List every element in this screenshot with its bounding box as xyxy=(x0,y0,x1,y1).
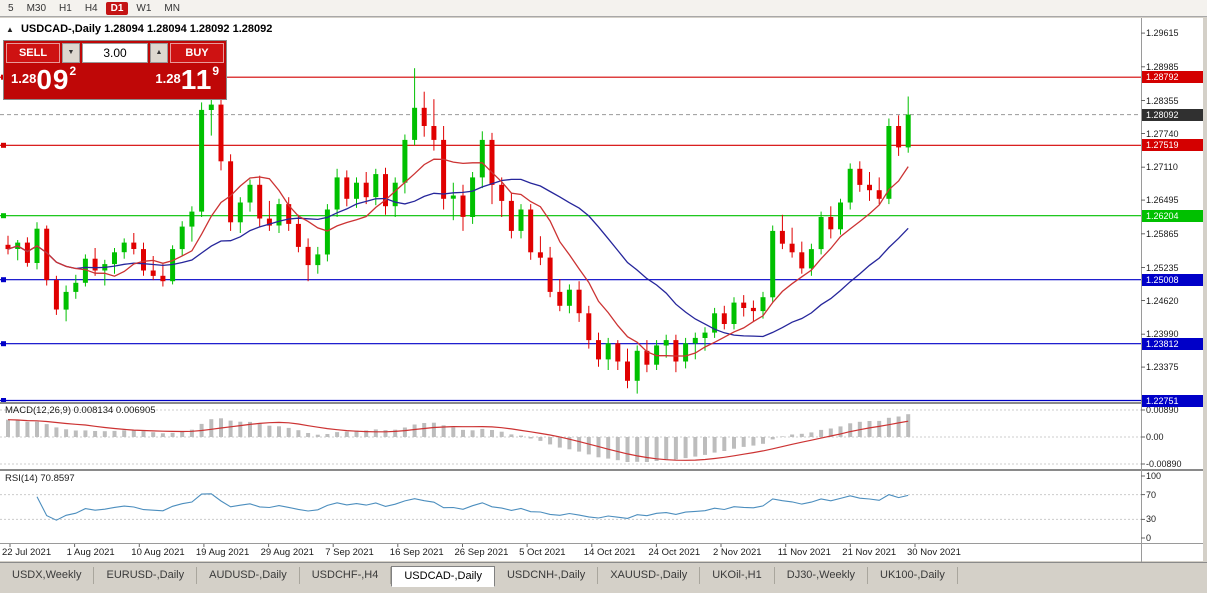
chart-tab-bar: USDX,Weekly EURUSD-,Daily AUDUSD-,Daily USD… xyxy=(0,562,1207,593)
timeframe-mn[interactable]: MN xyxy=(164,2,180,14)
timeframe-h1[interactable]: H1 xyxy=(59,2,72,14)
date-axis-label: 11 Nov 2021 xyxy=(777,547,831,558)
timeframe-m30[interactable]: M30 xyxy=(26,2,47,14)
one-click-trading-panel: SELL ▼ ▲ BUY 1.28092 1.28119 xyxy=(3,40,227,100)
symbol-title: USDCAD-,Daily xyxy=(20,23,102,35)
panel-collapse-icon[interactable]: ▲ xyxy=(6,25,14,34)
ohlc-values: 1.28094 1.28094 1.28092 1.28092 xyxy=(104,23,273,35)
price-level-tag[interactable]: 1.27519 xyxy=(1142,139,1203,152)
rsi-axis-label: 100 xyxy=(1146,471,1162,481)
macd-indicator-label: MACD(12,26,9) 0.008134 0.006905 xyxy=(5,405,156,416)
price-axis-tick: 1.28355 xyxy=(1146,95,1179,106)
date-axis-label: 2 Nov 2021 xyxy=(713,547,762,558)
current-price-tag: 1.28092 xyxy=(1142,108,1203,121)
timeframe-d1[interactable]: D1 xyxy=(105,1,129,15)
price-level-tag[interactable]: 1.28792 xyxy=(1142,71,1203,84)
date-axis-label: 14 Oct 2021 xyxy=(583,547,636,558)
price-axis-tick: 1.23990 xyxy=(1146,329,1179,340)
timeframe-5[interactable]: 5 xyxy=(8,2,14,14)
date-axis-label: 5 Oct 2021 xyxy=(519,547,566,558)
date-axis-label: 7 Sep 2021 xyxy=(325,547,374,558)
volume-input[interactable] xyxy=(82,43,148,63)
date-axis-label: 30 Nov 2021 xyxy=(907,547,961,558)
sell-button[interactable]: SELL xyxy=(6,43,60,63)
rsi-indicator-label: RSI(14) 70.8597 xyxy=(5,473,75,484)
ask-price: 1.28119 xyxy=(155,64,219,95)
price-axis-tick: 1.28985 xyxy=(1146,61,1179,72)
trade-panel-prices: 1.28092 1.28119 xyxy=(4,63,226,95)
price-axis-tick: 1.29615 xyxy=(1146,28,1179,39)
price-axis-tick: 1.23375 xyxy=(1146,362,1179,373)
tab-dj30-weekly[interactable]: DJ30-,Weekly xyxy=(775,567,869,584)
date-axis-label: 21 Nov 2021 xyxy=(842,547,897,558)
tab-uk100-daily[interactable]: UK100-,Daily xyxy=(868,567,958,584)
price-axis-tick: 1.25235 xyxy=(1146,262,1179,273)
buy-button[interactable]: BUY xyxy=(170,43,224,63)
volume-increase-button[interactable]: ▲ xyxy=(150,43,168,63)
tab-usdcnh-daily[interactable]: USDCNH-,Daily xyxy=(495,567,599,584)
tab-usdcad-daily[interactable]: USDCAD-,Daily xyxy=(391,566,495,587)
price-level-tag[interactable]: 1.22751 xyxy=(1142,394,1203,407)
macd-axis-label: 0.00890 xyxy=(1146,405,1179,415)
price-level-tag[interactable]: 1.23812 xyxy=(1142,337,1203,350)
macd-axis-label: 0.00 xyxy=(1146,432,1164,442)
date-axis-label: 16 Sep 2021 xyxy=(389,547,444,558)
date-axis-label: 22 Jul 2021 xyxy=(2,547,52,558)
date-axis-label: 10 Aug 2021 xyxy=(131,547,185,558)
rsi-axis-label: 0 xyxy=(1146,533,1152,543)
tab-usdchf-h4[interactable]: USDCHF-,H4 xyxy=(300,567,392,584)
tab-audusd-daily[interactable]: AUDUSD-,Daily xyxy=(197,567,300,584)
date-axis-label: 19 Aug 2021 xyxy=(195,547,250,558)
trade-panel-controls: SELL ▼ ▲ BUY xyxy=(4,41,226,63)
tab-xauusd-daily[interactable]: XAUUSD-,Daily xyxy=(598,567,701,584)
bid-price: 1.28092 xyxy=(11,64,77,95)
date-axis-label: 29 Aug 2021 xyxy=(260,547,314,558)
macd-axis-label: -0.00890 xyxy=(1146,459,1182,469)
volume-decrease-button[interactable]: ▼ xyxy=(62,43,80,63)
timeframe-h4[interactable]: H4 xyxy=(84,2,98,14)
rsi-axis-label: 30 xyxy=(1146,514,1157,525)
price-axis-tick: 1.27740 xyxy=(1146,128,1179,139)
price-axis-tick: 1.26495 xyxy=(1146,195,1179,206)
timeframe-toolbar: 5 M30 H1 H4 D1 W1 MN xyxy=(0,0,1207,17)
tab-ukoil-h1[interactable]: UKOil-,H1 xyxy=(700,567,775,584)
price-level-tag[interactable]: 1.26204 xyxy=(1142,209,1203,222)
timeframe-w1[interactable]: W1 xyxy=(136,2,152,14)
price-axis-tick: 1.27110 xyxy=(1146,162,1178,173)
tab-eurusd-daily[interactable]: EURUSD-,Daily xyxy=(94,567,198,584)
date-axis-label: 24 Oct 2021 xyxy=(648,547,701,558)
chart-title: ▲ USDCAD-,Daily 1.28094 1.28094 1.28092 … xyxy=(6,23,272,35)
date-axis-label: 1 Aug 2021 xyxy=(66,547,115,558)
tab-usdx-weekly[interactable]: USDX,Weekly xyxy=(0,567,95,584)
price-axis-tick: 1.25865 xyxy=(1146,228,1179,239)
price-level-tag[interactable]: 1.25008 xyxy=(1142,273,1203,286)
date-axis-label: 26 Sep 2021 xyxy=(454,547,509,558)
rsi-axis-label: 70 xyxy=(1146,489,1157,500)
price-axis-tick: 1.24620 xyxy=(1146,295,1179,306)
